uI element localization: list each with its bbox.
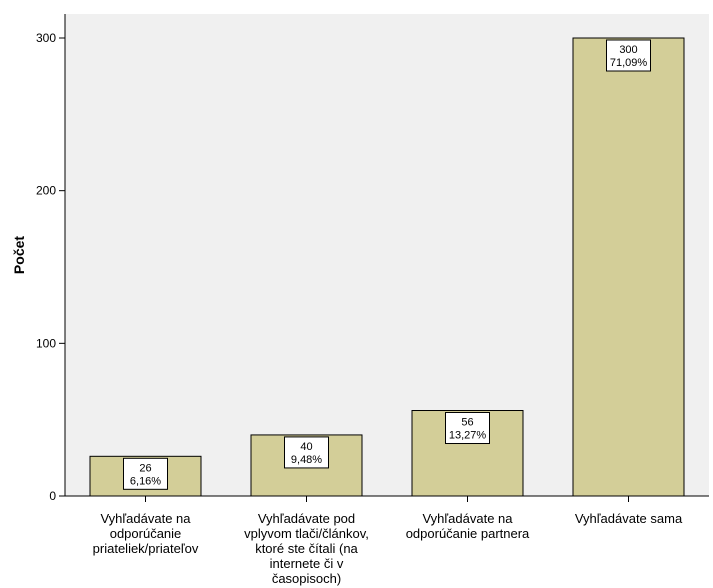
- data-label-percent: 71,09%: [610, 57, 648, 69]
- data-label-box: 266,16%: [123, 457, 168, 490]
- data-label-background: [123, 457, 168, 490]
- axes-group: Vyhľadávate na odporúčanie priateliek/pria…: [36, 14, 709, 586]
- y-tick-label: 300: [36, 31, 56, 45]
- data-label-background: [445, 412, 490, 445]
- x-tick-label: Vyhľadávate sama: [575, 511, 683, 526]
- data-label-percent: 6,16%: [130, 475, 161, 487]
- bar: [572, 37, 685, 497]
- data-label-background: [606, 39, 651, 72]
- y-tick-label: 0: [49, 489, 56, 503]
- data-label-percent: 13,27%: [449, 430, 487, 442]
- x-tick-label: Vyhľadávate pod vplyvom tlači/článkov, kto…: [244, 511, 369, 586]
- data-label-box: 409,48%: [284, 436, 329, 469]
- data-label-value: 40: [300, 441, 312, 453]
- data-label-percent: 9,48%: [291, 454, 322, 466]
- data-label-background: [284, 436, 329, 469]
- y-tick-label: 200: [36, 184, 56, 198]
- x-tick-label: Vyhľadávate na odporúčanie partnera: [406, 511, 530, 541]
- x-tick-label: Vyhľadávate na odporúčanie priateliek/pria…: [93, 511, 199, 556]
- data-label-value: 56: [461, 417, 473, 429]
- data-label-value: 300: [619, 44, 637, 56]
- data-label-value: 26: [139, 462, 151, 474]
- y-tick-label: 100: [36, 336, 56, 350]
- y-axis-title: Počet: [11, 236, 27, 274]
